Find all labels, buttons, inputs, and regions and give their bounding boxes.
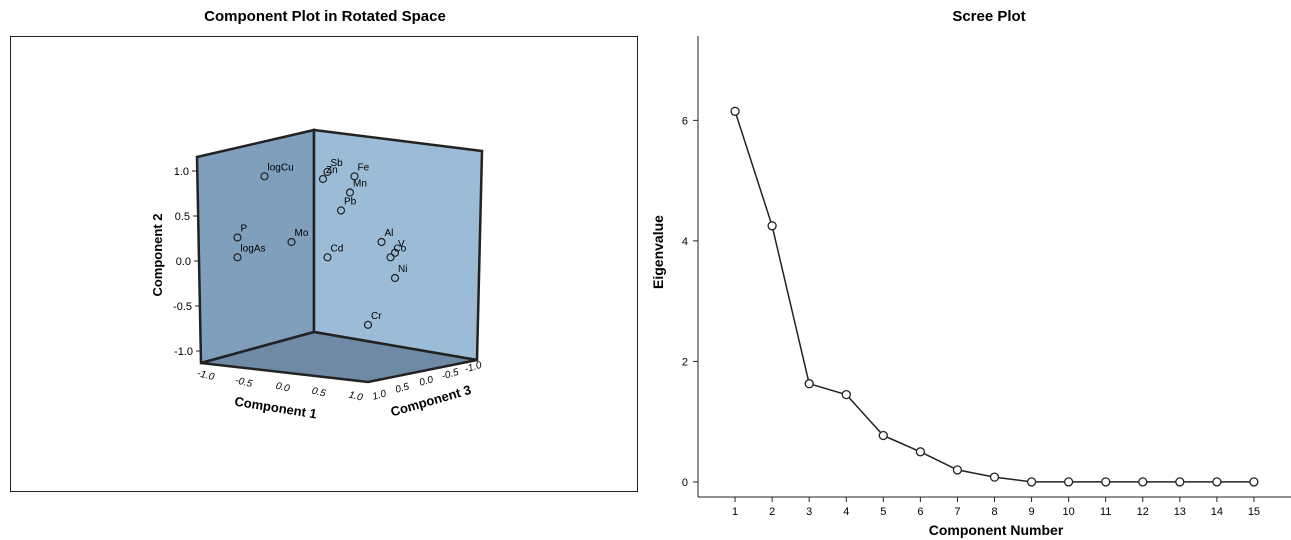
y-axis-title: Component 2 (150, 213, 165, 296)
x-tick-label: 2 (769, 506, 775, 518)
x-tick-label: 7 (954, 506, 960, 518)
scatter-point (233, 233, 242, 242)
floor (200, 330, 478, 384)
y-tick-label: 0.0 (176, 256, 191, 268)
scatter-point (363, 320, 373, 329)
scree-y-ticks: 0 2 4 6 (682, 115, 698, 489)
scree-point (989, 472, 1000, 482)
scatter-point (350, 172, 359, 181)
point-label: Zn (326, 165, 338, 176)
point-label: Pb (344, 197, 357, 208)
component-plot-frame (10, 36, 638, 492)
point-label: Ni (398, 264, 407, 275)
x-tick-label: 8 (991, 506, 997, 518)
scree-x-ticks: 1 2 3 4 5 6 7 8 9 10 11 12 13 14 15 (732, 497, 1260, 518)
scree-point (767, 221, 777, 231)
scatter-point (323, 167, 332, 176)
scree-point (804, 379, 814, 389)
scatter-point (336, 206, 346, 215)
scatter-point (377, 237, 386, 247)
x-tick-label: 1.0 (348, 390, 365, 404)
point-label: logAs (241, 243, 266, 254)
scree-plot-title: Scree Plot (952, 8, 1026, 25)
x-tick-label: 9 (1029, 506, 1035, 518)
x-tick-label: -0.5 (234, 375, 254, 390)
point-label: Mo (295, 228, 309, 239)
scree-point (1175, 477, 1185, 487)
scatter-point (390, 273, 400, 283)
y-tick-label: 0 (682, 477, 688, 489)
z-tick-label: 0.5 (394, 381, 411, 396)
scree-point (1138, 477, 1148, 487)
x-tick-label: 0.0 (275, 381, 292, 395)
x-tick-label: 14 (1211, 506, 1223, 518)
component-plot-title: Component Plot in Rotated Space (204, 8, 446, 25)
x-tick-label: 0.5 (311, 386, 328, 400)
z-tick-label: -1.0 (464, 360, 484, 375)
scree-point (878, 430, 888, 441)
scatter-point (386, 253, 395, 262)
scree-point (1026, 477, 1037, 487)
scatter-point (345, 188, 355, 197)
scree-series-line (734, 111, 1254, 483)
x-tick-label: 10 (1063, 506, 1075, 518)
scree-point (1212, 477, 1222, 487)
component-plot-3d: 1.0 0.5 0.0 -0.5 -1.0 Component 2 -1.0 -… (150, 128, 484, 422)
y-tick-label: 4 (682, 236, 688, 248)
point-label: Cd (331, 243, 344, 254)
scree-point (1101, 477, 1111, 487)
point-label: Co (394, 243, 407, 254)
x-tick-label: 4 (843, 506, 849, 518)
z-tick-label: 1.0 (371, 388, 388, 403)
point-label: V (398, 239, 405, 250)
scree-point (841, 389, 851, 400)
scatter-point (323, 253, 332, 262)
y-tick-label: 2 (682, 356, 688, 368)
scree-y-axis-title: Eigenvalue (650, 215, 666, 289)
scatter-point (260, 172, 269, 181)
scatter-point (287, 237, 296, 247)
x-tick-label: 13 (1174, 506, 1186, 518)
scree-points (730, 106, 1259, 487)
scree-x-axis-title: Component Number (929, 522, 1064, 538)
x-tick-label: 5 (880, 506, 886, 518)
point-label: Fe (358, 162, 370, 173)
y-tick-label: 1.0 (174, 166, 189, 178)
x-tick-label: 11 (1100, 506, 1111, 518)
y-tick-label: -0.5 (173, 301, 192, 313)
point-label: Cr (371, 311, 382, 322)
y-tick-label: 6 (682, 115, 688, 127)
y-axis-3d: 1.0 0.5 0.0 -0.5 -1.0 Component 2 (150, 166, 201, 358)
y-tick-label: 0.5 (175, 211, 190, 223)
z-tick-label: -0.5 (441, 367, 461, 382)
y-tick-label: -1.0 (174, 346, 193, 358)
scree-point (730, 106, 740, 116)
x-tick-label: 12 (1137, 506, 1149, 518)
scree-point (1249, 477, 1259, 487)
point-label: logCu (268, 162, 294, 173)
scatter-point (318, 174, 328, 184)
z-tick-label: 0.0 (418, 374, 435, 389)
x-tick-label: 1 (732, 506, 738, 518)
x-tick-label: -1.0 (196, 368, 216, 383)
x-tick-label: 6 (917, 506, 923, 518)
point-label: Sb (331, 158, 344, 169)
x-tick-label: 3 (806, 506, 812, 518)
point-label: Mn (353, 179, 367, 190)
scree-point (952, 465, 963, 475)
scree-point (915, 447, 926, 457)
point-label: P (241, 224, 248, 235)
x-tick-label: 15 (1248, 506, 1260, 518)
scatter-point (390, 248, 400, 257)
x-axis-title: Component 1 (234, 394, 318, 422)
scree-point (1063, 477, 1074, 487)
scatter-point (233, 253, 242, 262)
point-label: Al (385, 228, 394, 239)
